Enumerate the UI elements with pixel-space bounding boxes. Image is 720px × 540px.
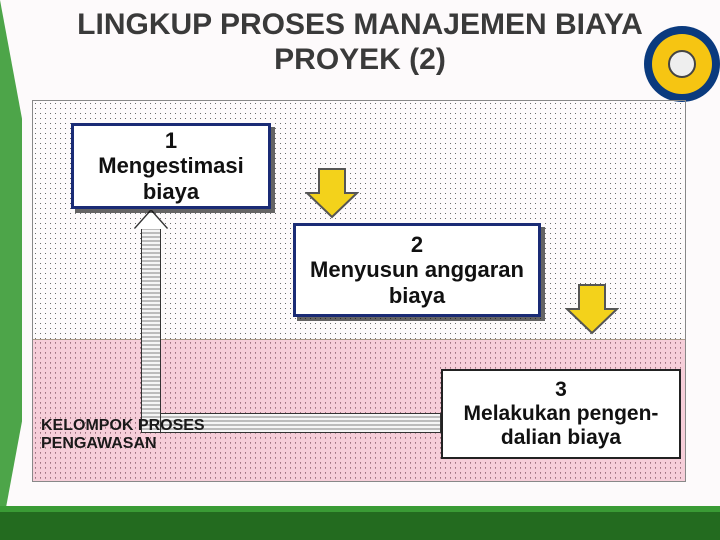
node-label: Mengestimasi biaya xyxy=(80,153,262,204)
connector-arrowhead xyxy=(135,211,167,229)
arrow-down-2 xyxy=(565,283,619,335)
connector-vertical xyxy=(141,227,161,433)
page-title: LINGKUP PROSES MANAJEMEN BIAYA PROYEK (2… xyxy=(60,8,660,77)
node-label: Menyusun anggaran biaya xyxy=(302,257,532,308)
node-number: 1 xyxy=(165,128,177,153)
node-pengendalian-biaya: 3 Melakukan pengen-dalian biaya xyxy=(441,369,681,459)
accent-triangle xyxy=(0,0,22,540)
caption-kelompok-proses: KELOMPOK PROSES PENGAWASAN xyxy=(41,417,205,454)
university-seal xyxy=(644,26,720,102)
node-label: Melakukan pengen-dalian biaya xyxy=(449,402,673,450)
arrow-down-1 xyxy=(305,167,359,219)
node-number: 3 xyxy=(555,378,567,402)
footer-bar xyxy=(0,512,720,540)
node-number: 2 xyxy=(411,232,423,257)
diagram-frame: 1 Mengestimasi biaya 2 Menyusun anggaran… xyxy=(32,100,686,482)
node-menyusun-anggaran: 2 Menyusun anggaran biaya xyxy=(293,223,541,317)
node-estimasi-biaya: 1 Mengestimasi biaya xyxy=(71,123,271,209)
